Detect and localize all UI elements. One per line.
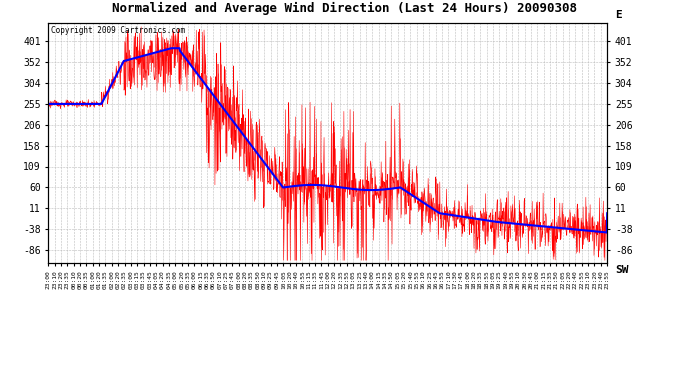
Text: Normalized and Average Wind Direction (Last 24 Hours) 20090308: Normalized and Average Wind Direction (L… xyxy=(112,2,578,15)
Text: SW: SW xyxy=(615,265,629,275)
Text: Copyright 2009 Cartronics.com: Copyright 2009 Cartronics.com xyxy=(51,26,185,35)
Text: E: E xyxy=(615,10,622,20)
